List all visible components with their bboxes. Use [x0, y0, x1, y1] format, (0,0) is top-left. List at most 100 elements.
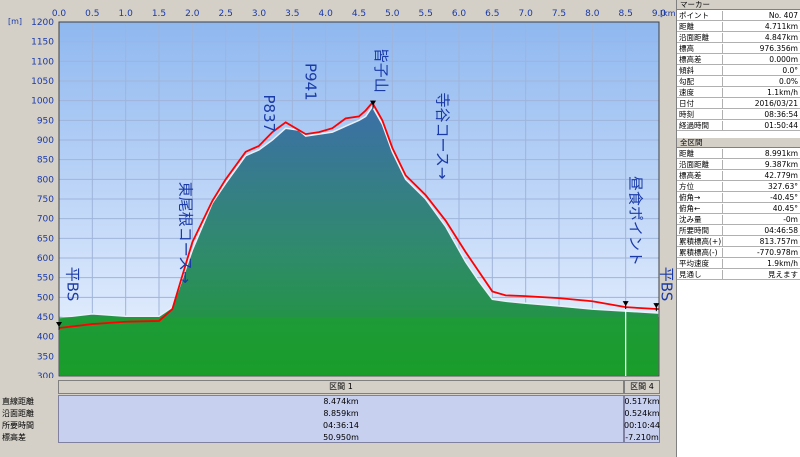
stat-row-label: 直線距離: [2, 397, 34, 406]
x-tick-label: 4.5: [352, 9, 366, 19]
section-1-value: 8.859km: [323, 409, 359, 418]
section-stats-table: 区間 1 区間 4 直線距離 8.474km 0.517km 沿面距離 8.859km 0…: [0, 378, 676, 457]
all-sections-info-value: 327.63°: [768, 182, 798, 191]
marker-info-key: 沿面距離: [679, 33, 723, 43]
all-sections-info-value: 04:46:58: [764, 226, 798, 235]
marker-info-value: 2016/03/21: [754, 99, 798, 108]
marker-info-key: 速度: [679, 88, 723, 98]
y-tick-label: 750: [37, 195, 54, 205]
annotation-label: 皆子山: [372, 48, 390, 93]
x-tick-label: 9.0: [652, 9, 667, 19]
all-sections-info-row: 平均速度 1.9km/h: [677, 259, 800, 269]
all-sections-info-row: 累積標高(+) 813.757m: [677, 237, 800, 247]
all-sections-info-row: 沿面距離 9.387km: [677, 160, 800, 170]
marker-info-value: No. 407: [768, 11, 798, 20]
y-tick-label: 1150: [31, 38, 54, 48]
annotation-label: 平BS: [657, 267, 675, 302]
y-tick-label: 900: [37, 136, 54, 146]
x-tick-label: 2.0: [185, 9, 200, 19]
plot-border: [58, 21, 660, 377]
x-tick-label: 7.5: [552, 9, 566, 19]
all-sections-info-value: 8.991km: [764, 149, 798, 158]
all-sections-info-row: 俯角← 40.45°: [677, 204, 800, 214]
marker-info-value: 1.1km/h: [767, 88, 798, 97]
marker-info-key: 経過時間: [679, 121, 723, 131]
marker-info-value: 0.0%: [778, 77, 798, 86]
marker-info-key: 標高差: [679, 55, 723, 65]
x-tick-label: 6.5: [485, 9, 499, 19]
y-tick-label: 450: [37, 313, 54, 323]
x-tick-label: 0.5: [85, 9, 99, 19]
y-tick-label: 950: [37, 116, 54, 126]
y-tick-label: 700: [37, 215, 54, 225]
marker-info-row: 沿面距離 4.847km: [677, 33, 800, 43]
x-tick-label: 4.0: [319, 9, 334, 19]
all-sections-info-value: -770.978m: [756, 248, 798, 257]
track-line-series: [58, 101, 660, 329]
marker-info-row: 日付 2016/03/21: [677, 99, 800, 109]
marker-info-value: 4.847km: [764, 33, 798, 42]
all-sections-info-key: 所要時間: [679, 226, 723, 236]
marker-info-value: 01:50:44: [764, 121, 798, 130]
marker-info-key: 距離: [679, 22, 723, 32]
terrain-area-series: [58, 105, 660, 377]
x-tick-label: 2.5: [219, 9, 233, 19]
marker-info-value: 4.711km: [764, 22, 798, 31]
x-unit-label: [km]: [660, 9, 676, 18]
all-sections-info-key: 距離: [679, 149, 723, 159]
section-4-value: 0.517km: [624, 397, 660, 406]
x-tick-label: 6.0: [452, 9, 467, 19]
x-tick-label: 5.5: [419, 9, 433, 19]
marker-info-key: 勾配: [679, 77, 723, 87]
all-sections-panel-title: 全区間: [677, 138, 800, 148]
all-sections-info-key: 標高差: [679, 171, 723, 181]
stat-row-label: 沿面距離: [2, 409, 34, 418]
section-1-header[interactable]: 区間 1: [58, 380, 624, 394]
marker-info-row: 傾斜 0.0°: [677, 66, 800, 76]
elevation-chart[interactable]: 1200 1150 1100 1050 1000 950 900 850 800 750 700 65…: [0, 0, 676, 378]
marker-info-row: 標高 976.356m: [677, 44, 800, 54]
point-marker-head: [56, 322, 62, 328]
y-tick-label: 400: [37, 333, 54, 343]
marker-info-value: 0.000m: [769, 55, 798, 64]
elevation-chart-svg: 1200 1150 1100 1050 1000 950 900 850 800 750 700 65…: [8, 9, 676, 378]
all-sections-info-key: 累積標高(+): [679, 237, 723, 247]
all-sections-info-row: 標高差 42.779m: [677, 171, 800, 181]
section-1-value: 50.950m: [323, 433, 359, 442]
section-1-value: 8.474km: [323, 397, 359, 406]
all-sections-info-row: 所要時間 04:46:58: [677, 226, 800, 236]
marker-info-row: 速度 1.1km/h: [677, 88, 800, 98]
y-tick-label: 600: [37, 254, 54, 264]
all-sections-info-value: -40.45°: [770, 193, 798, 202]
point-marker-head: [653, 303, 660, 309]
y-tick-label: 500: [37, 293, 54, 303]
x-tick-label: 7.0: [519, 9, 534, 19]
marker-panel-title: マーカー: [677, 0, 800, 10]
all-sections-info-key: 累積標高(-): [679, 248, 723, 258]
annotation-label: P941: [301, 63, 319, 101]
section-4-value: 0.524km: [624, 409, 660, 418]
x-tick-label: 0.0: [52, 9, 67, 19]
annotation-label: P837: [260, 94, 278, 132]
x-tick-label: 3.0: [252, 9, 267, 19]
marker-info-row: ポイント No. 407: [677, 11, 800, 21]
x-tick-label: 1.0: [119, 9, 134, 19]
all-sections-info-key: 俯角←: [679, 204, 723, 214]
section-4-value: 00:10:44: [624, 421, 660, 430]
marker-info-row: 時刻 08:36:54: [677, 110, 800, 120]
marker-info-row: 経過時間 01:50:44: [677, 121, 800, 131]
annotation-label: 寺谷コース→: [433, 93, 451, 180]
all-sections-info-row: 距離 8.991km: [677, 149, 800, 159]
y-tick-label: 1100: [31, 57, 54, 67]
marker-info-key: 日付: [679, 99, 723, 109]
y-unit-label: [m]: [8, 17, 22, 26]
all-sections-info-key: 方位: [679, 182, 723, 192]
y-tick-label: 650: [37, 234, 54, 244]
stat-row-label: 所要時間: [2, 421, 34, 430]
x-tick-label: 5.0: [385, 9, 400, 19]
marker-info-row: 距離 4.711km: [677, 22, 800, 32]
marker-info-key: 時刻: [679, 110, 723, 120]
marker-info-key: 傾斜: [679, 66, 723, 76]
section-4-header[interactable]: 区間 4: [624, 380, 660, 394]
stat-row-label: 標高差: [2, 433, 26, 442]
